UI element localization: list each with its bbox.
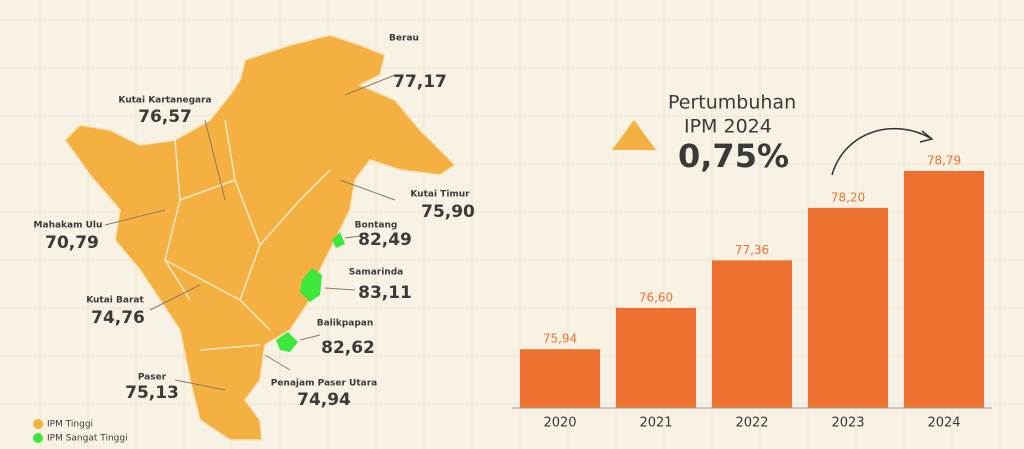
x-tick-label: 2023	[831, 416, 864, 431]
bar-chart: 75,94 2020 76,60 2021 77,36 2022 78,20 2023 78,7…	[512, 153, 992, 431]
region-value: 74,76	[91, 308, 145, 328]
x-tick-label: 2021	[639, 416, 672, 431]
region-value: 70,79	[45, 233, 99, 253]
bar	[904, 170, 984, 408]
region-name: Kutai Timur	[410, 190, 470, 200]
bar	[616, 307, 696, 408]
bar	[712, 260, 792, 408]
value-label: 77,36	[735, 243, 769, 257]
region-value: 75,90	[421, 202, 475, 222]
region-name: Kutai Barat	[86, 296, 144, 306]
value-label: 78,79	[927, 153, 961, 167]
bar	[808, 207, 888, 408]
trend-arrowhead	[919, 130, 934, 143]
region-value: 82,62	[321, 338, 375, 358]
legend-label: IPM Tinggi	[47, 420, 93, 430]
value-label: 75,94	[543, 332, 577, 346]
region-name: Bontang	[355, 221, 398, 231]
legend-swatch	[33, 433, 43, 443]
highlight: Pertumbuhan IPM 2024 0,75%	[612, 92, 934, 176]
highlight-line2: IPM 2024	[684, 116, 772, 138]
highlight-line1: Pertumbuhan	[668, 92, 796, 114]
value-label: 76,60	[639, 290, 673, 304]
x-tick-label: 2020	[543, 416, 576, 431]
region-name: Penajam Paser Utara	[271, 379, 378, 389]
x-tick-label: 2022	[735, 416, 768, 431]
leader-lines	[104, 74, 396, 391]
region-value: 82,49	[358, 230, 412, 250]
region-name: Samarinda	[349, 268, 403, 278]
region-borders	[164, 119, 331, 351]
region-name: Kutai Kartanegara	[118, 96, 211, 106]
up-triangle	[612, 120, 656, 150]
region-value: 83,11	[358, 283, 412, 303]
highlight-value: 0,75%	[678, 137, 789, 175]
bontang-area	[332, 232, 345, 248]
bar	[520, 349, 600, 408]
trend-arrow	[831, 127, 931, 176]
region-value: 74,94	[297, 390, 351, 410]
region-value: 77,17	[393, 72, 447, 92]
samarinda-area	[300, 268, 322, 302]
region-name: Balikpapan	[317, 319, 374, 329]
value-label: 78,20	[831, 190, 865, 204]
region-name: Berau	[389, 34, 419, 44]
balikpapan-area	[276, 332, 298, 352]
region-value: 76,57	[138, 107, 192, 127]
region-value: 75,13	[125, 383, 179, 403]
legend-label: IPM Sangat Tinggi	[47, 434, 128, 444]
province-shape	[64, 34, 457, 441]
region-name: Paser	[138, 373, 167, 383]
region-name: Mahakam Ulu	[34, 221, 103, 231]
legend-swatch	[33, 419, 43, 429]
x-tick-label: 2024	[927, 416, 960, 431]
